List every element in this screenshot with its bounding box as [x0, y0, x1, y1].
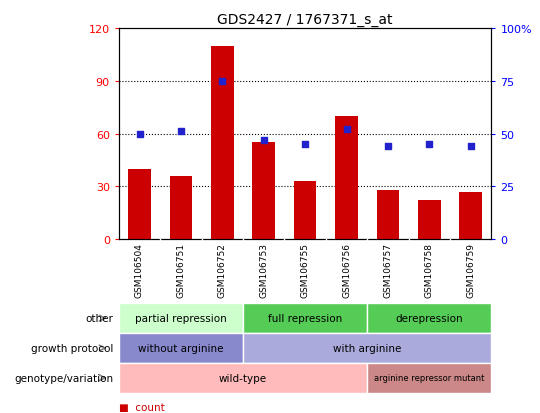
Point: [259, 137, 268, 144]
Point: [425, 141, 434, 148]
Text: GSM106755: GSM106755: [301, 243, 309, 298]
Bar: [243, 304, 367, 333]
Bar: [119, 363, 367, 393]
Text: ■  count: ■ count: [119, 402, 165, 412]
Text: growth protocol: growth protocol: [31, 343, 113, 353]
Text: without arginine: without arginine: [138, 343, 224, 353]
Bar: [170, 176, 192, 240]
Text: other: other: [85, 313, 113, 323]
Text: with arginine: with arginine: [333, 343, 401, 353]
Bar: [294, 182, 316, 240]
Text: GSM106758: GSM106758: [425, 243, 434, 298]
Text: GSM106753: GSM106753: [259, 243, 268, 298]
Text: genotype/variation: genotype/variation: [14, 373, 113, 383]
Text: full repression: full repression: [268, 313, 342, 323]
Bar: [418, 201, 441, 240]
Bar: [367, 304, 491, 333]
Bar: [460, 192, 482, 240]
Text: GSM106504: GSM106504: [135, 243, 144, 297]
Bar: [335, 116, 358, 240]
Text: derepression: derepression: [395, 313, 463, 323]
Bar: [119, 304, 243, 333]
Point: [467, 144, 475, 150]
Point: [383, 144, 392, 150]
Title: GDS2427 / 1767371_s_at: GDS2427 / 1767371_s_at: [218, 12, 393, 26]
Text: GSM106756: GSM106756: [342, 243, 351, 298]
Text: arginine repressor mutant: arginine repressor mutant: [374, 373, 484, 382]
Text: GSM106751: GSM106751: [177, 243, 185, 298]
Bar: [119, 333, 243, 363]
Point: [177, 129, 185, 135]
Bar: [252, 143, 275, 240]
Text: GSM106757: GSM106757: [383, 243, 393, 298]
Point: [301, 141, 309, 148]
Point: [135, 131, 144, 138]
Point: [342, 127, 351, 133]
Text: wild-type: wild-type: [219, 373, 267, 383]
Text: GSM106752: GSM106752: [218, 243, 227, 297]
Bar: [367, 363, 491, 393]
Bar: [376, 190, 399, 240]
Text: partial repression: partial repression: [135, 313, 227, 323]
Bar: [243, 333, 491, 363]
Text: GSM106759: GSM106759: [466, 243, 475, 298]
Bar: [211, 47, 234, 240]
Bar: [128, 169, 151, 240]
Point: [218, 78, 227, 85]
